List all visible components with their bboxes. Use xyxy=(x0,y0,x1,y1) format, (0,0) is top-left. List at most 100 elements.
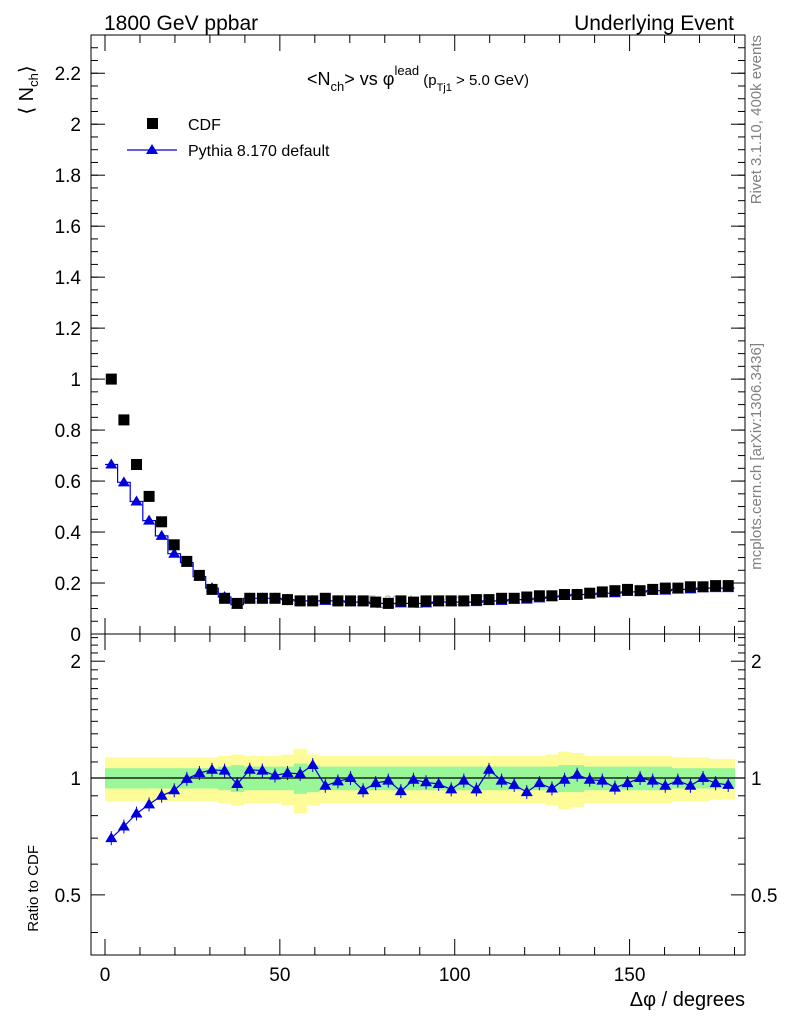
ratio-point xyxy=(583,773,596,784)
data-point xyxy=(533,590,545,602)
ratio-point xyxy=(482,763,495,774)
ratio-point xyxy=(306,759,319,770)
ratio-point xyxy=(608,781,621,792)
data-point xyxy=(408,596,419,608)
ratio-point xyxy=(533,777,546,788)
data-point xyxy=(571,589,583,600)
data-point xyxy=(357,595,369,607)
data-point xyxy=(105,373,117,385)
data-point xyxy=(307,595,319,607)
ratio-point xyxy=(281,767,294,778)
mc-point xyxy=(105,458,118,469)
legend-data-label: CDF xyxy=(188,117,221,134)
mc-point xyxy=(117,476,130,487)
ratio-point xyxy=(634,772,647,783)
title-paren-open: (p xyxy=(419,72,437,89)
data-point xyxy=(609,585,621,597)
mcplots-label: mcplots.cern.ch [arXiv:1306.3436] xyxy=(748,343,765,570)
data-point xyxy=(206,583,218,595)
data-point xyxy=(193,569,205,581)
legend-data-marker xyxy=(147,118,158,129)
header-right: Underlying Event xyxy=(574,12,734,35)
data-point xyxy=(395,595,407,607)
data-point xyxy=(382,597,394,609)
data-point xyxy=(143,490,155,502)
data-point xyxy=(722,580,734,592)
ratio-point xyxy=(369,777,382,788)
ylabel-top: ⟨ Nch⟩ xyxy=(16,65,41,114)
data-point xyxy=(634,585,646,597)
title-mid: > vs φ xyxy=(344,69,394,89)
y-tick-label: 1.2 xyxy=(55,319,81,340)
title-paren-close: > 5.0 GeV) xyxy=(452,72,529,89)
data-point xyxy=(118,414,130,426)
ratio-point xyxy=(684,779,697,790)
data-point xyxy=(559,589,570,600)
data-point xyxy=(521,591,533,603)
data-point xyxy=(508,592,520,604)
title-main: <N xyxy=(307,69,331,89)
y-tick-label: 0.8 xyxy=(55,421,81,442)
ratio-y-tick-label: 0.5 xyxy=(55,886,81,907)
ratio-y-tick-label: 1 xyxy=(70,769,81,790)
ratio-point xyxy=(117,820,130,831)
y-tick-label: 2.2 xyxy=(55,64,81,85)
ratio-point xyxy=(394,785,407,796)
ratio-point xyxy=(130,807,143,818)
ratio-point xyxy=(709,777,722,788)
plot-title: <Nch> vs φlead (pTj1 > 5.0 GeV) xyxy=(307,63,529,94)
data-point xyxy=(596,586,608,598)
ratio-point xyxy=(243,763,256,774)
ratio-point xyxy=(621,777,634,788)
mc-point xyxy=(130,495,143,506)
mc-point xyxy=(155,529,168,540)
data-point xyxy=(647,583,659,595)
data-point xyxy=(672,582,684,594)
ratio-point xyxy=(659,779,672,790)
ratio-point xyxy=(520,786,533,797)
ratio-point xyxy=(545,782,558,793)
xlabel: Δφ / degrees xyxy=(630,989,745,1011)
data-point xyxy=(219,592,231,604)
ratio-point xyxy=(294,767,307,778)
ratio-point xyxy=(407,773,420,784)
ratio-point xyxy=(382,774,395,785)
ratio-y-tick-label: 2 xyxy=(70,652,81,673)
ratio-point xyxy=(155,789,168,800)
data-point xyxy=(684,581,696,593)
x-tick-label: 100 xyxy=(439,965,471,986)
title-sub-ch: ch xyxy=(331,79,345,94)
data-point xyxy=(470,594,482,606)
mc-point xyxy=(168,547,181,558)
data-point xyxy=(483,594,495,606)
ratio-y-tick-label-right: 2 xyxy=(751,652,762,673)
ratio-point xyxy=(268,769,281,780)
data-point xyxy=(319,592,331,604)
ratio-y-tick-label-right: 0.5 xyxy=(751,886,777,907)
ratio-point xyxy=(105,832,118,843)
data-point xyxy=(622,583,633,595)
ratio-point xyxy=(331,775,344,786)
ratio-point xyxy=(344,772,357,783)
ratio-frame xyxy=(90,633,746,956)
title-sub-tj1: Tj1 xyxy=(437,82,452,94)
y-tick-label: 1 xyxy=(70,370,81,391)
ratio-point xyxy=(558,773,571,784)
data-point xyxy=(282,594,293,606)
header-left: 1800 GeV ppbar xyxy=(104,12,258,35)
ratio-point xyxy=(470,783,483,794)
data-point xyxy=(345,595,356,607)
data-point xyxy=(168,539,180,551)
data-point xyxy=(131,459,142,470)
y-tick-label: 0 xyxy=(70,625,81,646)
y-tick-label: 1.8 xyxy=(55,166,81,187)
ratio-point xyxy=(357,784,370,795)
ratio-point xyxy=(206,763,219,774)
data-point xyxy=(420,595,432,607)
ratio-point xyxy=(256,764,269,775)
ratio-y-tick-label-right: 1 xyxy=(751,769,762,790)
ratio-point xyxy=(143,798,156,809)
data-point xyxy=(156,516,168,528)
ratio-point xyxy=(508,778,521,789)
